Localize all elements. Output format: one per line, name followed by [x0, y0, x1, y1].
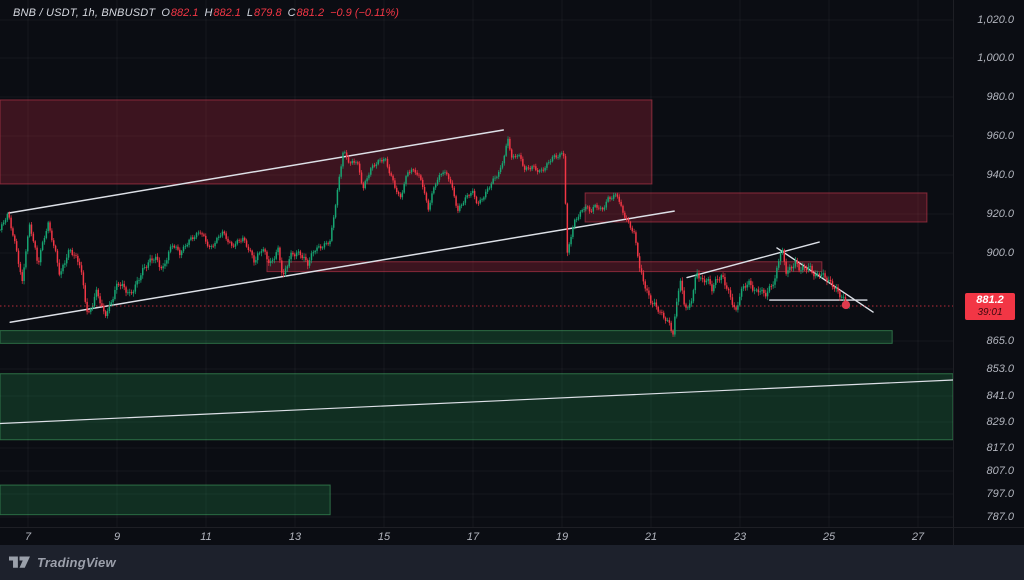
symbol-title[interactable]: BNB / USDT, 1h, BNBUSDT — [13, 7, 156, 19]
time-axis-tick: 25 — [822, 531, 836, 543]
time-axis-tick: 17 — [466, 531, 480, 543]
price-change: −0.9 (−0.11%) — [330, 7, 399, 19]
price-axis-tick: 940.0 — [986, 169, 1014, 181]
supply-zone-upper[interactable] — [0, 99, 653, 185]
ohlc-high: H 882.1 — [204, 7, 241, 19]
supply-demand-zones[interactable] — [0, 99, 953, 516]
last-price-value: 881.2 — [976, 294, 1004, 306]
price-axis-tick: 841.0 — [986, 390, 1014, 402]
last-price-marker-dot[interactable] — [841, 300, 851, 310]
price-axis[interactable]: 881.2 39:01 1,020.0 1,000.0 980.0 960.0 940.… — [953, 0, 1024, 527]
price-axis-tick: 853.0 — [986, 363, 1014, 375]
price-axis-tick: 1,020.0 — [977, 14, 1014, 26]
price-axis-tick: 900.0 — [986, 247, 1014, 259]
demand-zone-major[interactable] — [0, 373, 953, 441]
time-axis-tick: 27 — [911, 531, 925, 543]
time-axis-tick: 9 — [113, 531, 121, 543]
demand-trendline[interactable] — [0, 379, 953, 425]
price-axis-tick: 817.0 — [986, 442, 1014, 454]
ohlc-close: C 881.2 — [287, 7, 325, 19]
time-axis-tick: 7 — [24, 531, 32, 543]
channel-upper[interactable] — [8, 129, 505, 214]
price-axis-tick: 829.0 — [986, 416, 1014, 428]
last-price-label: 881.2 39:01 — [965, 293, 1015, 320]
time-axis-tick: 21 — [644, 531, 658, 543]
tradingview-brand-text[interactable]: TradingView — [37, 555, 116, 570]
price-axis-tick: 980.0 — [986, 91, 1014, 103]
price-axis-tick: 960.0 — [986, 130, 1014, 142]
time-axis-tick: 13 — [288, 531, 302, 543]
trendlines[interactable] — [0, 129, 953, 425]
demand-zone-lower[interactable] — [0, 484, 331, 516]
channel-lower[interactable] — [9, 210, 675, 323]
wedge-resistance[interactable] — [776, 247, 874, 313]
axis-corner — [953, 527, 1024, 545]
time-axis[interactable]: 7 9 11 13 15 17 19 21 23 25 27 — [0, 527, 953, 545]
ohlc-low: L 879.8 — [246, 7, 282, 19]
price-axis-tick: 807.0 — [986, 465, 1014, 477]
candlestick-series[interactable] — [0, 136, 850, 337]
time-axis-tick: 19 — [555, 531, 569, 543]
price-axis-tick: 865.0 — [986, 335, 1014, 347]
grid-lines — [0, 0, 953, 527]
wedge-support[interactable] — [686, 241, 820, 279]
time-axis-tick: 23 — [733, 531, 747, 543]
chart-canvas[interactable] — [0, 0, 953, 527]
bottom-toolbar: TradingView — [0, 545, 1024, 580]
supply-zone-thin[interactable] — [266, 261, 823, 273]
price-axis-tick: 920.0 — [986, 208, 1014, 220]
price-axis-tick: 797.0 — [986, 488, 1014, 500]
price-axis-tick: 1,000.0 — [977, 52, 1014, 64]
demand-zone-thin[interactable] — [0, 330, 893, 344]
bar-countdown: 39:01 — [977, 307, 1003, 318]
ohlc-open: O 882.1 — [161, 7, 199, 19]
time-axis-tick: 11 — [200, 531, 212, 543]
time-axis-tick: 15 — [377, 531, 391, 543]
tradingview-logo-icon[interactable] — [9, 555, 30, 570]
price-axis-tick: 787.0 — [986, 511, 1014, 523]
